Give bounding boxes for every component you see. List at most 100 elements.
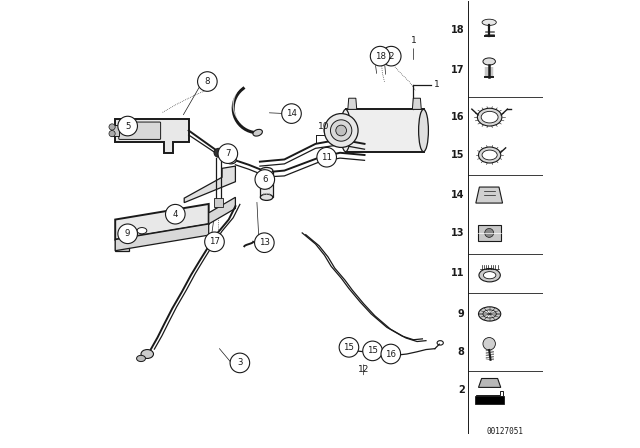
Polygon shape (184, 166, 236, 202)
Ellipse shape (481, 112, 498, 123)
Bar (111, 125, 119, 136)
Circle shape (371, 46, 390, 66)
Text: 18: 18 (451, 26, 465, 35)
Circle shape (268, 183, 270, 185)
Circle shape (118, 224, 138, 244)
Ellipse shape (483, 58, 495, 65)
Polygon shape (115, 119, 189, 153)
Circle shape (266, 178, 268, 180)
Circle shape (263, 173, 265, 175)
Circle shape (263, 183, 265, 185)
Circle shape (317, 147, 337, 167)
Circle shape (263, 188, 265, 190)
Ellipse shape (477, 108, 502, 126)
Circle shape (214, 148, 223, 157)
Circle shape (255, 170, 275, 189)
Circle shape (118, 116, 138, 136)
Circle shape (336, 125, 346, 136)
Ellipse shape (136, 355, 145, 362)
Text: 16: 16 (451, 112, 465, 122)
Circle shape (266, 173, 268, 175)
Bar (214, 198, 223, 207)
Circle shape (268, 178, 270, 180)
Text: 3: 3 (237, 358, 243, 367)
Circle shape (483, 337, 495, 350)
Text: 4: 4 (173, 210, 178, 219)
Ellipse shape (479, 307, 500, 321)
Circle shape (198, 72, 217, 91)
Circle shape (230, 353, 250, 373)
Bar (260, 171, 273, 197)
Text: 10: 10 (318, 121, 330, 130)
Polygon shape (115, 240, 129, 251)
Text: 8: 8 (458, 347, 465, 357)
Text: 11: 11 (451, 268, 465, 278)
Circle shape (282, 104, 301, 123)
Text: 13: 13 (451, 228, 465, 238)
Text: 13: 13 (259, 238, 270, 247)
Ellipse shape (419, 109, 428, 152)
Polygon shape (477, 225, 500, 241)
Circle shape (263, 193, 265, 194)
FancyBboxPatch shape (119, 122, 161, 139)
Ellipse shape (226, 157, 236, 164)
Text: 15: 15 (451, 150, 465, 160)
Ellipse shape (137, 228, 147, 234)
Circle shape (266, 183, 268, 185)
Polygon shape (476, 396, 504, 404)
Circle shape (268, 193, 270, 194)
Text: 2: 2 (458, 385, 465, 395)
Polygon shape (476, 187, 502, 203)
Text: 1: 1 (433, 80, 439, 89)
Text: 15: 15 (344, 343, 355, 352)
Circle shape (324, 114, 358, 147)
Circle shape (263, 178, 265, 180)
Circle shape (330, 120, 352, 141)
Circle shape (381, 344, 401, 364)
Polygon shape (348, 98, 356, 109)
Text: 12: 12 (358, 365, 369, 374)
Text: 14: 14 (451, 190, 465, 200)
Circle shape (109, 130, 115, 137)
Text: 9: 9 (458, 309, 465, 319)
Ellipse shape (483, 310, 496, 318)
Circle shape (205, 232, 224, 252)
Circle shape (268, 173, 270, 175)
Text: 17: 17 (209, 237, 220, 246)
Circle shape (363, 341, 382, 361)
Polygon shape (412, 98, 421, 109)
Circle shape (339, 337, 359, 357)
Polygon shape (346, 109, 424, 152)
Ellipse shape (260, 168, 273, 174)
Ellipse shape (141, 349, 154, 358)
Text: 9: 9 (125, 229, 131, 238)
Circle shape (266, 193, 268, 194)
Ellipse shape (479, 147, 500, 163)
Text: 2: 2 (388, 52, 394, 60)
Ellipse shape (260, 194, 273, 200)
Circle shape (381, 46, 401, 66)
Circle shape (218, 144, 237, 164)
Polygon shape (115, 224, 209, 251)
Text: 15: 15 (367, 346, 378, 355)
Text: 6: 6 (262, 175, 268, 184)
Circle shape (109, 124, 115, 130)
Text: 16: 16 (385, 349, 396, 358)
Text: 5: 5 (125, 121, 131, 130)
Polygon shape (115, 204, 209, 240)
Circle shape (484, 228, 493, 237)
Text: 7: 7 (225, 149, 230, 158)
Polygon shape (479, 379, 500, 388)
Ellipse shape (482, 150, 497, 160)
Text: 14: 14 (286, 109, 297, 118)
Circle shape (268, 188, 270, 190)
Text: 1: 1 (411, 36, 417, 45)
Text: 8: 8 (205, 77, 210, 86)
Text: 11: 11 (321, 153, 332, 162)
Text: 00127051: 00127051 (486, 426, 524, 435)
Ellipse shape (340, 109, 351, 152)
Polygon shape (209, 197, 236, 224)
Text: 18: 18 (374, 52, 386, 60)
Ellipse shape (483, 271, 496, 279)
Ellipse shape (479, 268, 500, 282)
